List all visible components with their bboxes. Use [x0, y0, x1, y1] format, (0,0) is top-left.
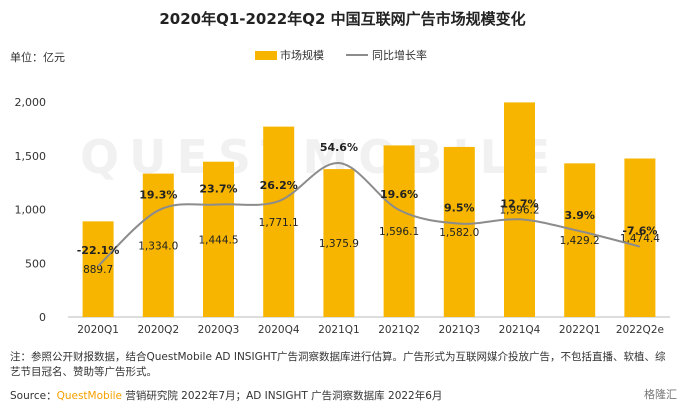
bar-value-label: 1,444.5	[198, 234, 238, 246]
growth-rate-label: 19.6%	[380, 188, 418, 201]
legend-line-swatch	[346, 54, 368, 56]
x-tick-label: 2021Q2	[378, 324, 420, 336]
y-tick-label: 1,000	[15, 204, 47, 217]
footnote: 注：参照公开财报数据，结合QuestMobile AD INSIGHT广告洞察数…	[10, 351, 666, 378]
bar-value-label: 1,996.2	[499, 205, 539, 217]
growth-rate-label: 12.7%	[500, 197, 538, 210]
x-tick-label: 2020Q3	[198, 324, 240, 336]
x-tick-label: 2021Q4	[499, 324, 541, 336]
bar	[82, 221, 114, 317]
legend-line-label: 同比增长率	[372, 49, 427, 62]
bar	[443, 146, 475, 317]
bar	[142, 173, 174, 317]
growth-rate-label: 19.3%	[139, 188, 177, 201]
bar-value-label: 1,582.0	[439, 227, 479, 239]
growth-rate-label: 54.6%	[320, 141, 358, 154]
bar	[564, 163, 596, 317]
bar-value-label: 1,596.1	[379, 226, 419, 238]
credit-logo: 格隆汇	[644, 388, 677, 401]
source-prefix: Source：	[10, 390, 57, 402]
growth-rate-label: -7.6%	[622, 225, 657, 238]
growth-rate-label: 3.9%	[564, 209, 595, 222]
source-line: Source：QuestMobile 营销研究院 2022年7月；AD INSI…	[10, 388, 442, 403]
bar-value-label: 1,429.2	[560, 235, 600, 247]
bar-value-label: 889.7	[83, 264, 113, 276]
bar	[383, 145, 415, 317]
bar	[203, 161, 234, 317]
x-tick-label: 2021Q1	[318, 324, 360, 336]
bar	[504, 102, 535, 317]
growth-rate-label: -22.1%	[77, 244, 120, 257]
chart-title: 2020年Q1-2022年Q2 中国互联网广告市场规模变化	[159, 10, 526, 28]
source-rest: 营销研究院 2022年7月；AD INSIGHT 广告洞察数据库 2022年6月	[122, 390, 443, 402]
growth-rate-label: 26.2%	[260, 179, 298, 192]
x-tick-label: 2020Q1	[77, 324, 119, 336]
y-tick-label: 2,000	[15, 96, 47, 109]
y-tick-label: 1,500	[15, 150, 47, 163]
bar-value-label: 1,334.0	[138, 240, 178, 252]
x-tick-label: 2020Q2	[137, 324, 179, 336]
growth-rate-line	[97, 162, 641, 267]
x-tick-label: 2020Q4	[258, 324, 300, 336]
legend-bar-label: 市场规模	[280, 49, 324, 62]
source-brand: QuestMobile	[56, 390, 122, 402]
x-tick-label: 2022Q2e	[616, 324, 664, 336]
bar	[624, 158, 656, 317]
bar	[263, 126, 295, 317]
growth-rate-label: 23.7%	[199, 183, 237, 196]
y-tick-label: 0	[39, 311, 46, 324]
x-tick-label: 2021Q3	[438, 324, 480, 336]
x-tick-label: 2022Q1	[559, 324, 601, 336]
legend-bar-swatch	[255, 50, 277, 60]
bar-value-label: 1,771.1	[259, 217, 299, 229]
legend: 市场规模 同比增长率	[255, 47, 427, 63]
bar-value-label: 1,375.9	[319, 238, 359, 250]
chart-area: 0 500 1,000 1,500 2,000 889.7 2020Q1 1,334.0 202…	[15, 96, 670, 336]
unit-label: 单位：亿元	[10, 51, 65, 64]
bar-value-label: 1,474.4	[620, 233, 660, 245]
bar	[323, 169, 355, 317]
growth-rate-label: 9.5%	[444, 202, 475, 215]
y-tick-label: 500	[25, 257, 46, 270]
